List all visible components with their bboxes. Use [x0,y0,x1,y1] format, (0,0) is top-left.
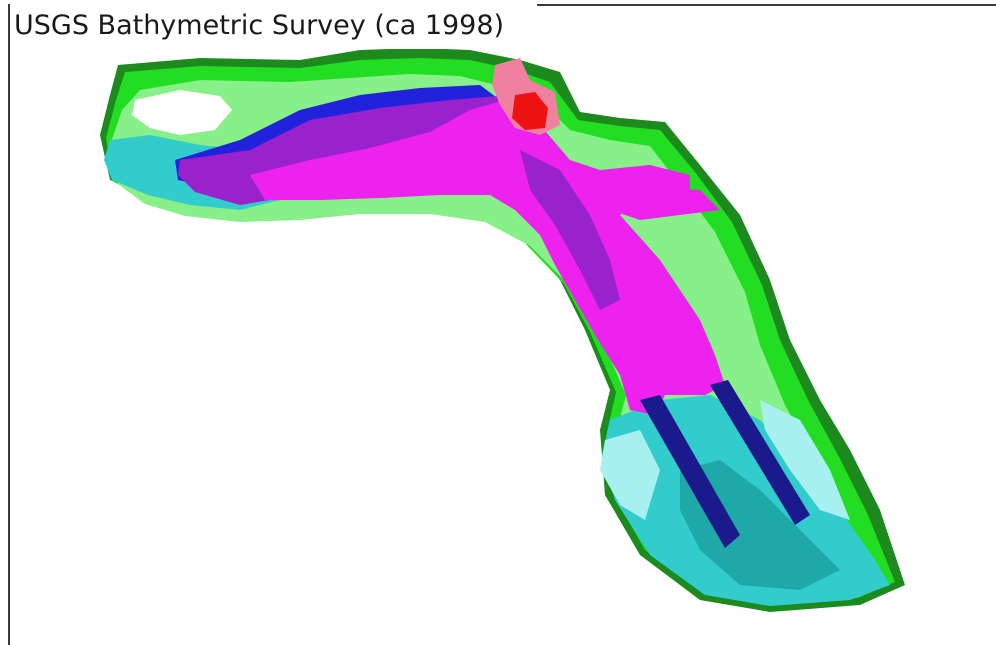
teal-zone-south [680,460,840,590]
light-cyan-patch-bank [760,400,850,520]
violet-channel-inner [520,150,620,310]
light-cyan-patch-south [600,430,660,520]
magenta-cross-channel-upper [605,185,720,220]
red-deepest-area [512,92,548,130]
navy-slip-channel-2 [710,380,810,525]
magenta-cross-channel-lower [610,340,720,378]
navy-slip-channel-1 [640,395,740,548]
frame-top-border [537,4,996,6]
island-west [132,90,232,135]
map-title: USGS Bathymetric Survey (ca 1998) [14,3,515,49]
magenta-channel-main [250,100,725,415]
frame-left-border [8,4,10,645]
